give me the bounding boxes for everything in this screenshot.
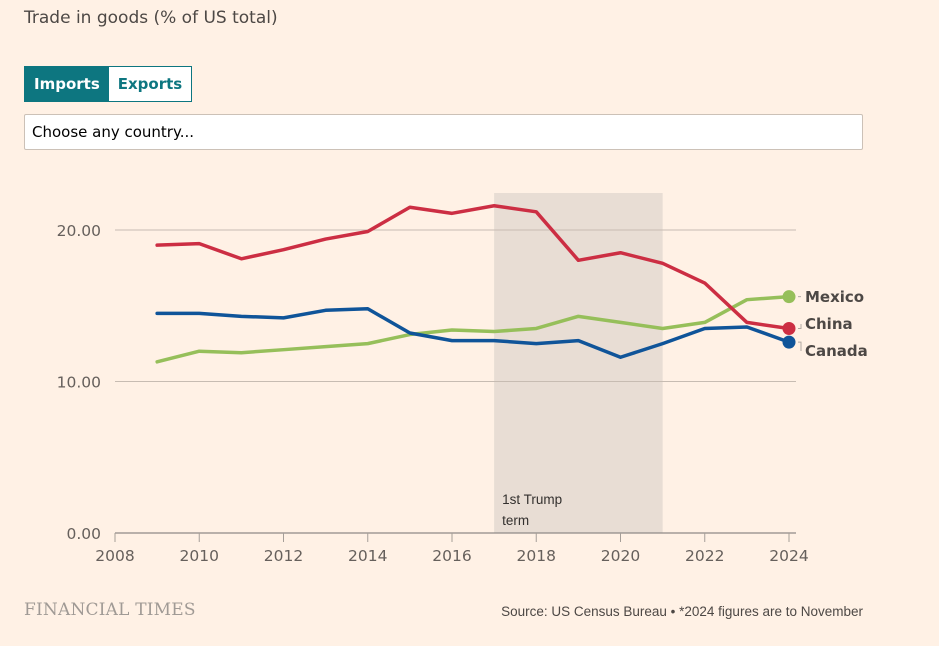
end-marker-china (782, 321, 796, 335)
exports-tab[interactable]: Exports (108, 67, 192, 101)
legend-leader-canada (798, 341, 802, 351)
x-axis: 2008 2010 2012 2014 2016 2018 2020 2022 2024 (95, 532, 809, 565)
ft-logo: FINANCIAL TIMES (24, 600, 196, 620)
legend-label-canada: Canada (805, 342, 868, 360)
legend-label-china: China (805, 315, 853, 333)
series-line-mexico (155, 294, 791, 364)
y-axis-ticks: 0.00 10.00 20.00 (57, 222, 101, 543)
trump-term-label: 1st Trump term (502, 492, 562, 528)
imports-exports-toggle: Imports Exports (24, 66, 193, 102)
series-lines (155, 204, 796, 364)
x-tick-label: 2012 (264, 547, 303, 565)
country-select[interactable]: Choose any country... (24, 114, 863, 150)
inline-legend: China Mexico Canada (798, 288, 868, 360)
source-note: Source: US Census Bureau • *2024 figures… (501, 604, 863, 619)
x-tick-label: 2020 (601, 547, 640, 565)
chart-title: Trade in goods (% of US total) (24, 8, 278, 28)
y-tick-label: 0.00 (66, 525, 101, 543)
x-tick-label: 2022 (685, 547, 724, 565)
trump-term-shade (494, 193, 663, 533)
y-tick-label: 20.00 (57, 222, 101, 240)
x-tick-label: 2010 (180, 547, 219, 565)
x-tick-label: 2008 (95, 547, 134, 565)
series-line-china (155, 204, 791, 331)
series-line-canada (155, 307, 791, 360)
trump-term-label-line: 1st Trump (502, 492, 562, 507)
legend-label-mexico: Mexico (805, 288, 864, 306)
legend-leader-china (798, 324, 802, 329)
gridlines (115, 229, 796, 382)
end-marker-mexico (782, 290, 796, 304)
x-tick-label: 2014 (348, 547, 387, 565)
imports-tab[interactable]: Imports (25, 67, 109, 101)
end-marker-canada (782, 335, 796, 349)
x-tick-label: 2024 (769, 547, 808, 565)
y-tick-label: 10.00 (57, 374, 101, 392)
trump-term-label-line: term (502, 513, 529, 528)
x-tick-label: 2016 (432, 547, 471, 565)
x-tick-label: 2018 (517, 547, 556, 565)
